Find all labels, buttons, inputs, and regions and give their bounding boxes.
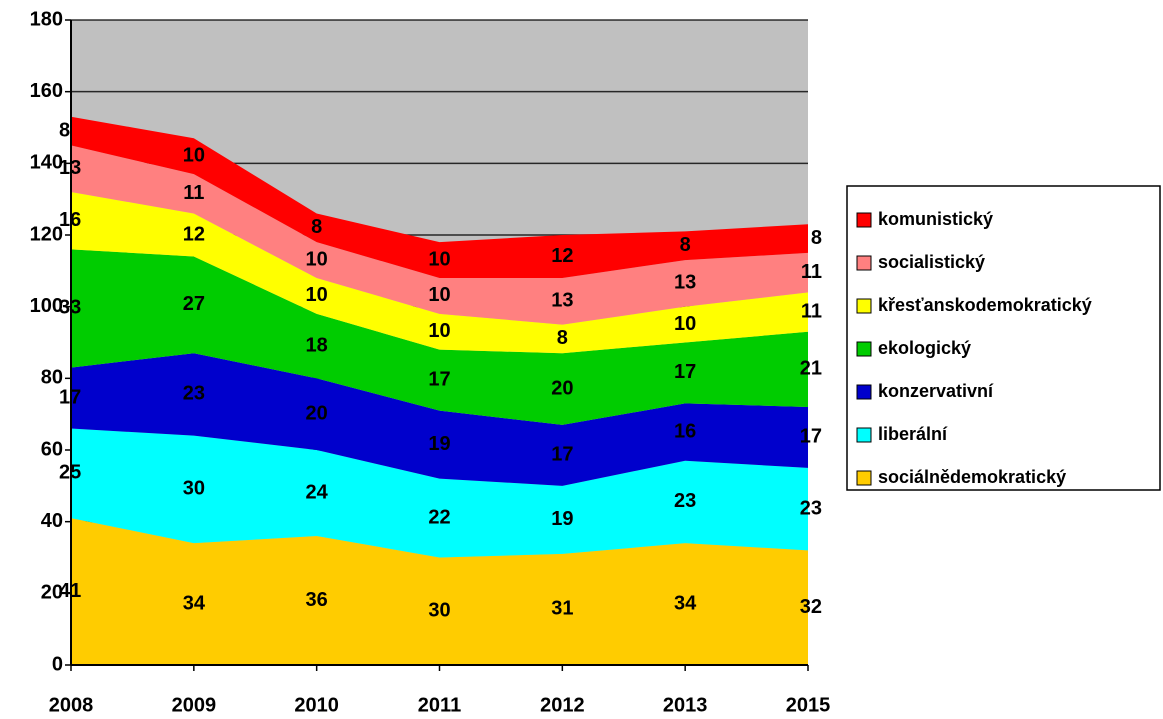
y-tick-label: 140 (30, 152, 63, 174)
y-tick-label: 100 (30, 295, 63, 317)
y-tick-label: 180 (30, 8, 63, 30)
y-tick-label: 120 (30, 223, 63, 245)
legend-label: komunistický (878, 209, 993, 229)
data-label: 8 (811, 227, 822, 249)
y-tick-label: 80 (41, 367, 63, 389)
data-label: 27 (183, 293, 205, 315)
data-label: 20 (306, 402, 328, 424)
data-label: 10 (183, 144, 205, 166)
data-label: 34 (674, 592, 697, 614)
data-label: 11 (801, 300, 822, 322)
data-label: 23 (800, 497, 822, 519)
data-label: 10 (428, 248, 450, 270)
y-tick-label: 20 (41, 582, 63, 604)
legend-label: ekologický (878, 338, 971, 358)
x-tick-label: 2013 (663, 694, 708, 716)
area (71, 518, 808, 665)
data-label: 17 (428, 368, 450, 390)
data-label: 11 (801, 261, 822, 283)
area (71, 116, 808, 278)
data-label: 10 (306, 284, 328, 306)
x-tick-label: 2012 (540, 694, 585, 716)
data-label: 8 (557, 327, 568, 349)
area (71, 428, 808, 558)
data-label: 13 (551, 290, 573, 312)
y-tick-label: 0 (52, 653, 63, 675)
x-tick-label: 2011 (418, 694, 461, 716)
area (71, 249, 808, 425)
x-tick-label: 2009 (172, 694, 217, 716)
legend-label: sociálnědemokratický (878, 467, 1066, 487)
legend-swatch (856, 470, 872, 486)
data-label: 32 (800, 596, 822, 618)
data-label: 22 (428, 506, 450, 528)
legend-swatch (856, 427, 872, 443)
data-label: 11 (183, 182, 204, 204)
legend-label: křesťanskodemokratický (878, 295, 1092, 315)
data-label: 8 (680, 234, 691, 256)
data-label: 30 (428, 600, 450, 622)
data-label: 19 (551, 508, 573, 530)
y-tick-label: 40 (41, 510, 63, 532)
data-label: 30 (183, 478, 205, 500)
area (71, 145, 808, 325)
data-label: 10 (428, 284, 450, 306)
legend: komunistický socialistický křesťanskodemok… (846, 185, 1161, 491)
legend-swatch (856, 341, 872, 357)
data-label: 20 (551, 377, 573, 399)
data-label: 13 (674, 272, 696, 294)
legend-swatch (856, 255, 872, 271)
data-label: 21 (800, 358, 822, 380)
area (71, 192, 808, 354)
data-label: 24 (306, 481, 329, 503)
data-label: 23 (183, 383, 205, 405)
data-label: 34 (183, 592, 206, 614)
legend-box (846, 185, 1161, 491)
data-label: 31 (551, 598, 573, 620)
legend-label: konzervativní (878, 381, 994, 401)
legend-label: socialistický (878, 252, 985, 272)
data-label: 19 (428, 433, 450, 455)
x-tick-label: 2008 (49, 694, 94, 716)
data-label: 10 (674, 313, 696, 335)
area (71, 353, 808, 486)
data-label: 8 (311, 216, 322, 238)
data-label: 10 (428, 320, 450, 342)
data-label: 8 (59, 119, 70, 141)
y-tick-label: 60 (41, 438, 63, 460)
data-label: 17 (800, 426, 822, 448)
data-label: 16 (674, 420, 696, 442)
legend-label: liberální (878, 424, 948, 444)
y-tick-label: 160 (30, 80, 63, 102)
data-label: 12 (183, 223, 205, 245)
legend-swatch (856, 212, 872, 228)
legend-swatch (856, 298, 872, 314)
data-label: 18 (306, 334, 328, 356)
data-label: 36 (306, 589, 328, 611)
x-tick-label: 2010 (294, 694, 339, 716)
data-label: 17 (551, 444, 573, 466)
data-label: 17 (674, 361, 696, 383)
data-label: 10 (306, 248, 328, 270)
data-label: 23 (674, 490, 696, 512)
data-label: 12 (551, 245, 573, 267)
x-tick-label: 2015 (786, 694, 831, 716)
legend-swatch (856, 384, 872, 400)
